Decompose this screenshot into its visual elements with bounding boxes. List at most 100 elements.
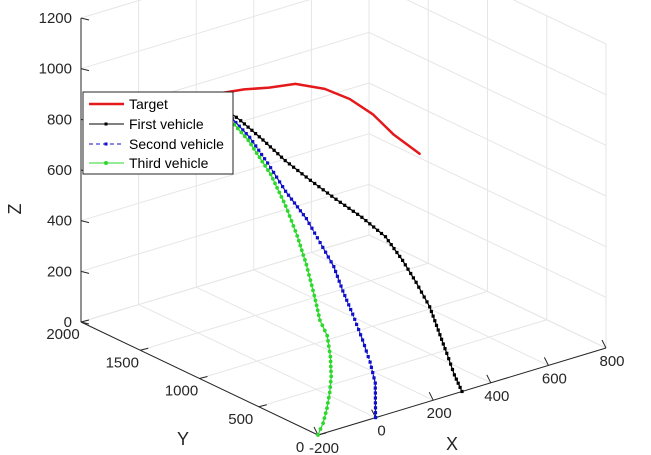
- series-marker-second-vehicle-16: [359, 333, 363, 337]
- series-marker-first-vehicle-57: [287, 162, 291, 166]
- series-marker-second-vehicle-7: [373, 381, 377, 385]
- series-marker-second-vehicle-41: [301, 213, 305, 217]
- series-marker-first-vehicle-58: [283, 159, 287, 163]
- series-marker-first-vehicle-70: [239, 119, 243, 123]
- series-marker-third-vehicle-54: [263, 163, 267, 168]
- wall-yz-grid-z-2: [368, 133, 607, 248]
- y-tick-label-4: 2000: [46, 326, 79, 343]
- wall-yz-grid-z-4: [368, 31, 607, 146]
- series-marker-second-vehicle-49: [278, 180, 282, 184]
- legend-marker-first-vehicle: [104, 122, 108, 126]
- series-marker-first-vehicle-22: [417, 285, 421, 289]
- series-marker-first-vehicle-34: [383, 235, 388, 239]
- series-marker-first-vehicle-49: [321, 188, 325, 192]
- series-marker-second-vehicle-60: [244, 132, 248, 136]
- series-marker-second-vehicle-18: [355, 322, 359, 327]
- series-marker-second-vehicle-46: [286, 193, 291, 197]
- series-marker-first-vehicle-6: [449, 362, 453, 366]
- series-marker-third-vehicle-0: [316, 433, 320, 437]
- legend-label-second-vehicle: Second vehicle: [129, 136, 224, 152]
- series-marker-first-vehicle-33: [386, 239, 390, 243]
- series-marker-third-vehicle-24: [315, 308, 320, 313]
- series-marker-first-vehicle-62: [268, 145, 272, 149]
- z-tick-label-5: 1000: [39, 61, 72, 78]
- series-marker-second-vehicle-52: [269, 166, 273, 170]
- series-marker-second-vehicle-24: [343, 293, 347, 298]
- x-tick-label-3: 400: [484, 388, 509, 405]
- series-marker-third-vehicle-25: [314, 303, 319, 308]
- series-marker-third-vehicle-15: [328, 354, 333, 359]
- series-marker-first-vehicle-2: [456, 381, 460, 385]
- series-marker-second-vehicle-48: [281, 185, 285, 189]
- series-marker-third-vehicle-23: [316, 313, 321, 318]
- wall-yz-grid-z-0: [368, 234, 607, 349]
- series-marker-second-vehicle-27: [337, 279, 341, 283]
- series-marker-second-vehicle-19: [353, 317, 357, 321]
- series-marker-third-vehicle-14: [328, 359, 333, 364]
- series-marker-second-vehicle-58: [251, 140, 255, 144]
- series-marker-third-vehicle-47: [279, 195, 284, 199]
- y-tick-label-2: 1000: [165, 383, 198, 400]
- series-marker-third-vehicle-30: [308, 278, 313, 282]
- series-marker-second-vehicle-51: [272, 170, 276, 174]
- series-marker-third-vehicle-60: [246, 138, 251, 143]
- series-marker-third-vehicle-53: [266, 168, 270, 173]
- y-tick-label-3: 1500: [106, 354, 139, 371]
- series-marker-third-vehicle-8: [327, 390, 332, 395]
- series-marker-third-vehicle-18: [326, 339, 330, 343]
- series-marker-first-vehicle-45: [338, 200, 342, 204]
- floor-grid-y-2: [199, 291, 488, 379]
- series-marker-second-vehicle-44: [292, 201, 297, 205]
- series-marker-third-vehicle-40: [293, 229, 298, 233]
- series-marker-second-vehicle-32: [326, 255, 330, 259]
- series-marker-third-vehicle-46: [281, 199, 286, 204]
- x-tick-label-1: 0: [377, 423, 385, 440]
- series-marker-third-vehicle-27: [312, 293, 317, 298]
- series-marker-third-vehicle-3: [322, 416, 327, 420]
- z-tick-label-2: 400: [47, 213, 72, 230]
- series-marker-third-vehicle-10: [328, 379, 333, 384]
- series-marker-third-vehicle-45: [283, 204, 288, 208]
- wall-yz-grid-z-3: [368, 82, 607, 197]
- z-tick-label-3: 600: [47, 162, 72, 179]
- series-marker-second-vehicle-53: [266, 161, 270, 165]
- series-marker-third-vehicle-7: [326, 395, 331, 400]
- series-marker-first-vehicle-24: [411, 276, 415, 280]
- series-marker-first-vehicle-44: [343, 203, 347, 207]
- series-marker-second-vehicle-63: [234, 120, 238, 125]
- series-marker-second-vehicle-31: [329, 260, 333, 264]
- series-marker-first-vehicle-63: [265, 141, 269, 145]
- series-marker-first-vehicle-10: [441, 342, 445, 346]
- series-marker-third-vehicle-63: [235, 126, 240, 131]
- y-tick-mark-2: [199, 376, 208, 379]
- series-marker-first-vehicle-65: [257, 135, 261, 139]
- series-marker-second-vehicle-28: [335, 274, 339, 278]
- series-marker-third-vehicle-12: [329, 369, 333, 374]
- series-marker-first-vehicle-8: [445, 351, 449, 355]
- series-marker-third-vehicle-32: [305, 268, 310, 272]
- series-marker-second-vehicle-37: [313, 231, 317, 235]
- series-marker-second-vehicle-3: [373, 401, 377, 405]
- series-marker-first-vehicle-54: [300, 172, 304, 176]
- series-marker-first-vehicle-60: [276, 152, 280, 156]
- series-marker-second-vehicle-47: [284, 189, 288, 193]
- series-marker-first-vehicle-20: [422, 295, 426, 299]
- series-marker-first-vehicle-14: [434, 323, 439, 327]
- series-marker-second-vehicle-62: [237, 124, 241, 128]
- y-tick-mark-4: [80, 319, 90, 323]
- x-tick-mark-4: [543, 357, 549, 366]
- series-marker-third-vehicle-19: [325, 333, 330, 338]
- series-marker-third-vehicle-43: [287, 214, 292, 218]
- series-marker-second-vehicle-8: [372, 376, 376, 380]
- series-marker-second-vehicle-38: [310, 226, 314, 230]
- wall-xz-grid-z-0: [80, 234, 370, 323]
- series-marker-second-vehicle-0: [374, 416, 378, 420]
- series-marker-second-vehicle-2: [373, 406, 378, 410]
- series-marker-third-vehicle-22: [318, 318, 322, 322]
- series-marker-first-vehicle-12: [438, 333, 442, 337]
- series-marker-second-vehicle-25: [341, 289, 345, 293]
- wall-xz-grid-z-2: [80, 133, 370, 222]
- series-marker-third-vehicle-21: [320, 323, 325, 328]
- series-marker-third-vehicle-13: [328, 364, 333, 369]
